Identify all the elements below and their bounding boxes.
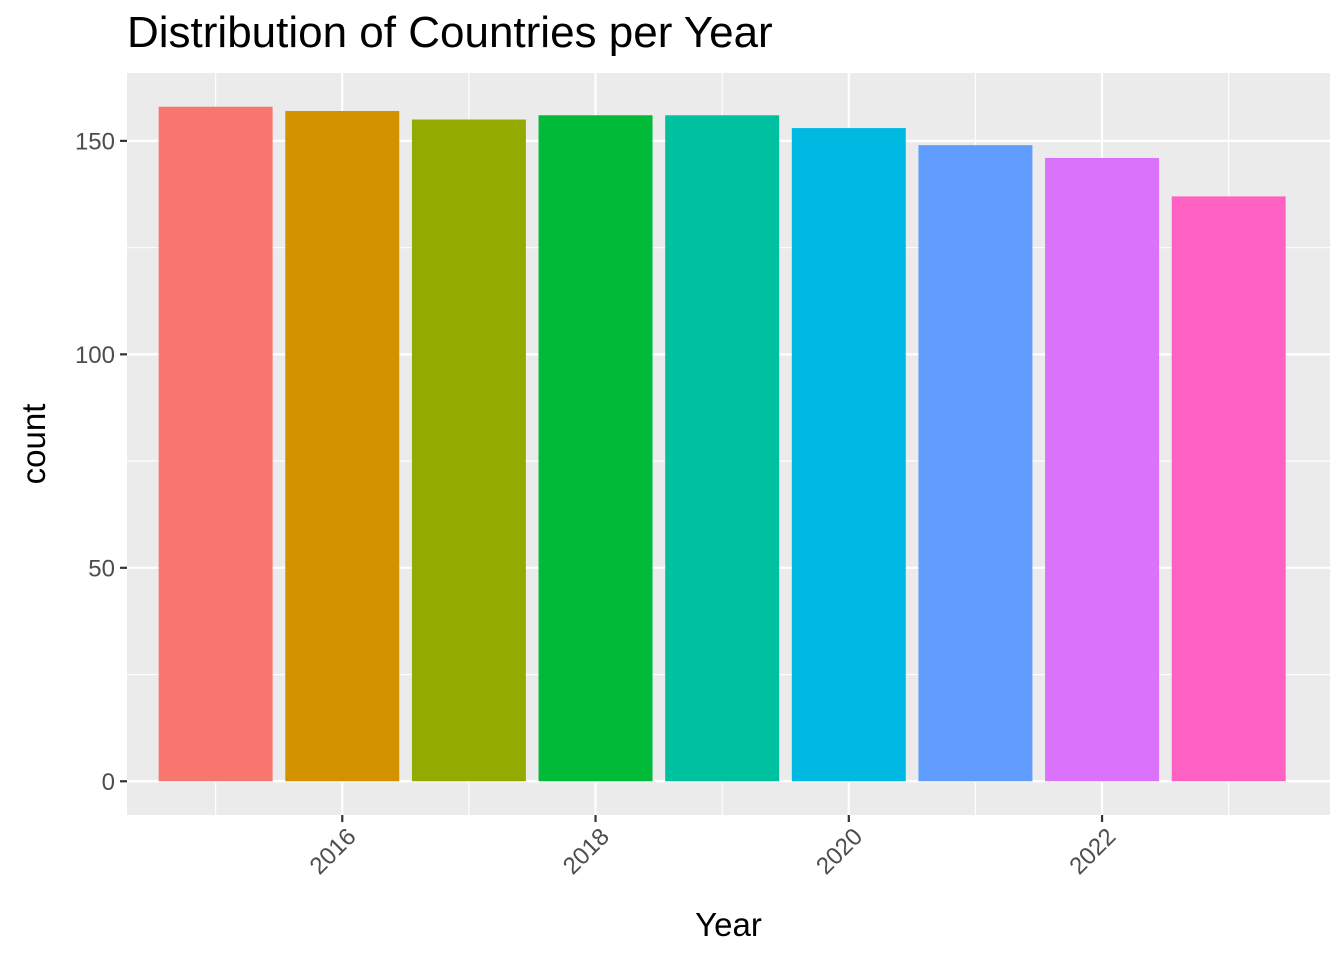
y-axis-title: count [15,404,52,485]
x-axis-title: Year [695,906,762,943]
bar-2019 [665,115,780,782]
y-tick-label: 0 [102,769,115,796]
x-tick-label: 2018 [558,823,615,880]
x-tick-label: 2022 [1064,823,1121,880]
y-tick-label: 100 [75,342,115,369]
bar-2020 [791,128,906,782]
bar-2015 [158,106,273,782]
x-axis: 2016 2018 2020 2022 [305,815,1121,880]
y-tick-label: 150 [75,128,115,155]
bar-2023 [1171,196,1286,782]
x-tick-label: 2020 [811,823,868,880]
chart-title: Distribution of Countries per Year [127,8,773,57]
bar-2016 [285,110,400,782]
bar-2017 [411,119,526,782]
x-tick-label: 2016 [305,823,362,880]
bar-2021 [918,145,1033,782]
bar-2022 [1045,157,1160,782]
bar-2018 [538,115,653,782]
y-tick-label: 50 [88,555,115,582]
y-axis: 0 50 100 150 [75,128,127,796]
bars [158,106,1286,782]
